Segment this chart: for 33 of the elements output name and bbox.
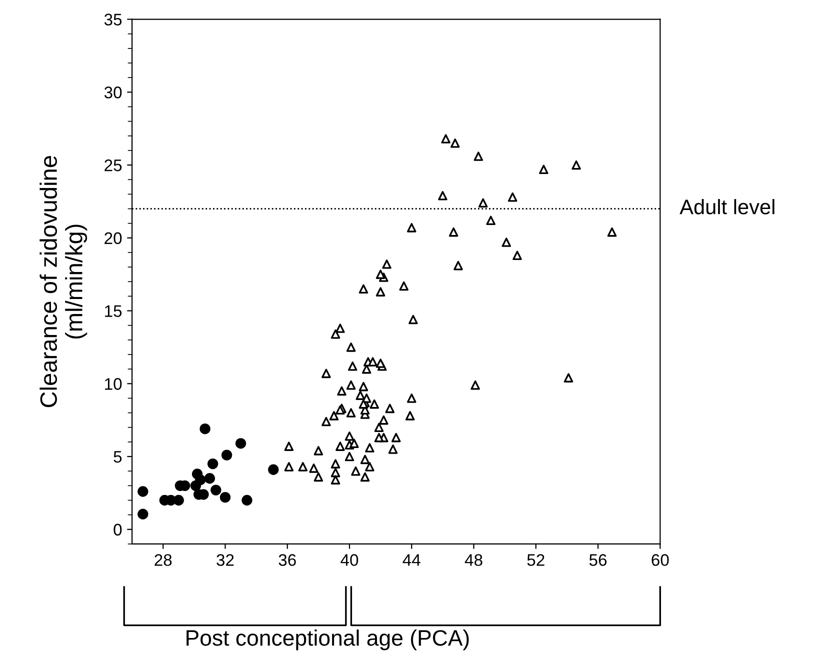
- x-tick-label: 40: [340, 554, 358, 566]
- x-tick-label: 28: [154, 554, 172, 566]
- y-tick-label: 5: [114, 451, 122, 463]
- y-axis-title: Clearance of zidovudine (ml/min/kg): [40, 156, 88, 408]
- point: [242, 494, 252, 506]
- point: [138, 486, 148, 497]
- y-tick-label: 35: [104, 14, 122, 26]
- x-axis-title: Post conceptional age (PCA): [186, 629, 469, 650]
- point: [138, 508, 148, 520]
- point: [268, 464, 279, 475]
- point: [200, 423, 210, 434]
- point: [195, 474, 206, 486]
- x-tick-label: 48: [464, 554, 482, 566]
- point: [220, 492, 231, 503]
- x-tick-label: 56: [589, 554, 607, 566]
- y-tick-label: 15: [105, 305, 122, 317]
- y-tick-label: 20: [104, 232, 122, 244]
- point: [207, 458, 218, 470]
- x-tick-label: 60: [652, 554, 669, 566]
- point: [235, 438, 246, 449]
- x-tick-label: 36: [278, 554, 296, 566]
- y-tick-label: 0: [114, 524, 122, 536]
- point: [221, 450, 232, 460]
- y-tick-label: 30: [104, 86, 122, 98]
- x-tick-label: 32: [216, 554, 234, 566]
- y-tick-label: 10: [105, 378, 122, 390]
- point: [173, 494, 184, 506]
- point: [204, 473, 216, 484]
- x-tick-label: 44: [402, 554, 420, 566]
- x-tick-label: 52: [527, 554, 544, 566]
- point: [210, 484, 222, 496]
- y-tick-label: 25: [104, 159, 122, 172]
- ref-line-label: Adult level: [680, 199, 774, 214]
